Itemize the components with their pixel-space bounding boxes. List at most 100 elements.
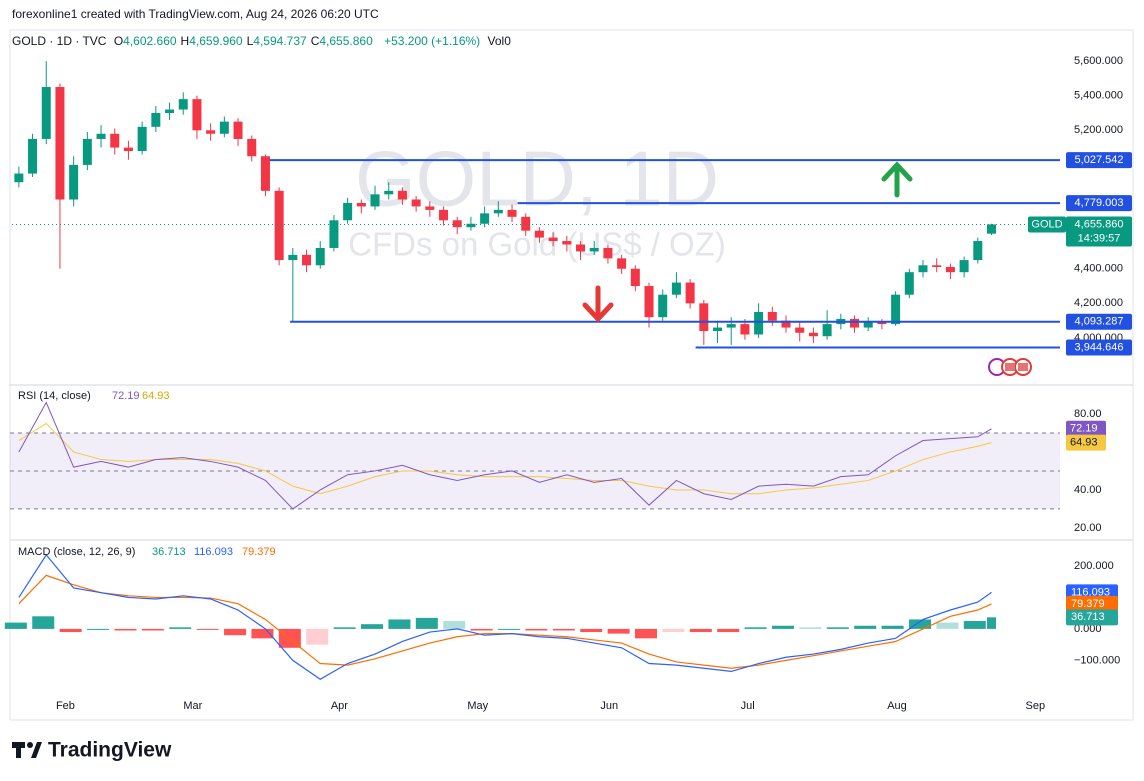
macd-hist-bar: [987, 617, 997, 629]
rsi-line: [18, 401, 992, 510]
macd-hist-value: 36.713: [152, 546, 186, 558]
macd-hist-bar: [141, 628, 164, 631]
candle-body: [137, 126, 147, 152]
candle-body: [315, 247, 325, 266]
last-price-pill: [1066, 216, 1132, 247]
rsi-ma-last-pill: [1066, 434, 1106, 451]
macd-hist-bar: [196, 628, 219, 630]
candle-body: [877, 322, 887, 325]
macd-hist-bar: [114, 628, 137, 631]
watermark-title: GOLD, 1D: [355, 135, 719, 223]
candle-body: [576, 244, 586, 252]
candle-body: [808, 332, 818, 337]
candle-body: [740, 324, 750, 335]
candle-body: [534, 230, 544, 238]
candle-body: [274, 190, 284, 261]
macd-hist-last-pill: [1066, 609, 1118, 626]
candle-body: [96, 133, 106, 139]
x-tick-label: Jul: [741, 700, 755, 712]
macd-hist-bar: [909, 619, 932, 629]
candle-body: [206, 130, 216, 134]
macd-signal-last: 79.379: [1071, 598, 1105, 610]
candle-body: [260, 156, 270, 191]
y-tick-label: 4,200.000: [1074, 297, 1123, 309]
candle-body: [658, 294, 668, 318]
last-symbol-pill: [1028, 216, 1066, 233]
level-pill: [1066, 195, 1132, 212]
macd-hist-bar: [415, 617, 438, 629]
candle-body: [973, 241, 983, 261]
y-tick-label: 80.00: [1074, 408, 1102, 420]
symbol-line: GOLD · 1D · TVC O4,602.660 H4,659.960 L4,5…: [12, 34, 515, 48]
macd-hist-bar: [224, 628, 247, 636]
macd-hist-bar: [717, 628, 740, 633]
macd-hist-bar: [607, 628, 630, 634]
candle-body: [82, 138, 92, 165]
macd-hist-bar: [388, 619, 411, 629]
y-tick-label: 200.000: [1074, 560, 1114, 572]
candle-body: [918, 265, 928, 273]
candle-body: [370, 194, 380, 207]
candle-body: [562, 241, 572, 245]
level-pill: [1066, 313, 1132, 330]
candle-body: [767, 311, 777, 321]
candle-body: [480, 213, 490, 224]
candle-body: [713, 327, 723, 332]
macd-hist-bar: [799, 627, 822, 629]
brand: TradingView: [48, 739, 172, 762]
level-pill: [1066, 152, 1132, 169]
y-tick-label: 40.00: [1074, 484, 1102, 496]
last-price: 4,655.860: [1075, 218, 1124, 230]
candle-body: [165, 109, 175, 113]
x-tick-label: Sep: [1026, 700, 1046, 712]
candle-body: [247, 138, 257, 157]
candle-body: [521, 216, 531, 231]
x-tick-label: Aug: [887, 700, 907, 712]
macd-hist-bar: [744, 627, 767, 629]
rsi-title: RSI (14, close): [18, 390, 91, 402]
candle-body: [14, 173, 24, 183]
candle-body: [356, 202, 366, 207]
candle-body: [384, 190, 394, 195]
candle-body: [617, 258, 627, 269]
candle-body: [548, 237, 558, 242]
change: +53.200 (+1.16%): [384, 34, 481, 48]
x-tick-label: Feb: [56, 700, 75, 712]
macd-signal-line: [18, 574, 992, 669]
x-tick-label: Jun: [600, 700, 618, 712]
candle-body: [959, 260, 969, 273]
candle-body: [589, 247, 599, 252]
y-tick-label: 4,400.000: [1074, 263, 1123, 275]
candle-body: [452, 220, 462, 228]
candle-body: [603, 247, 613, 259]
candle-body: [891, 294, 901, 325]
candle-body: [288, 254, 298, 261]
macd-hist-bar: [470, 628, 493, 631]
y-tick-label: 0.000: [1074, 623, 1102, 635]
macd-hist-bar: [169, 627, 192, 629]
macd-hist-bar: [443, 621, 466, 629]
rsi-band: [10, 432, 1060, 509]
x-tick-label: Mar: [183, 700, 202, 712]
candle-body: [795, 327, 805, 333]
x-tick-label: May: [467, 700, 488, 712]
macd-hist-bar: [4, 622, 27, 629]
candle-body: [850, 318, 860, 328]
countdown: 14:39:57: [1078, 232, 1121, 244]
candle-body: [644, 286, 654, 318]
ohlc-value: 4,655.860: [319, 34, 373, 48]
macd-hist-bar: [881, 625, 904, 629]
candle-body: [302, 254, 312, 266]
y-tick-label: 5,400.000: [1074, 90, 1123, 102]
y-tick-label: 5,600.000: [1074, 55, 1123, 67]
macd-hist-bar: [498, 628, 521, 630]
macd-signal-value: 79.379: [242, 546, 276, 558]
candle-body: [219, 121, 229, 134]
symbol: GOLD · 1D · TVC: [12, 34, 107, 48]
macd-hist-bar: [251, 628, 274, 639]
candle-body: [822, 324, 832, 337]
rsi-last: 72.19: [1070, 423, 1098, 435]
candle-body: [945, 267, 955, 273]
